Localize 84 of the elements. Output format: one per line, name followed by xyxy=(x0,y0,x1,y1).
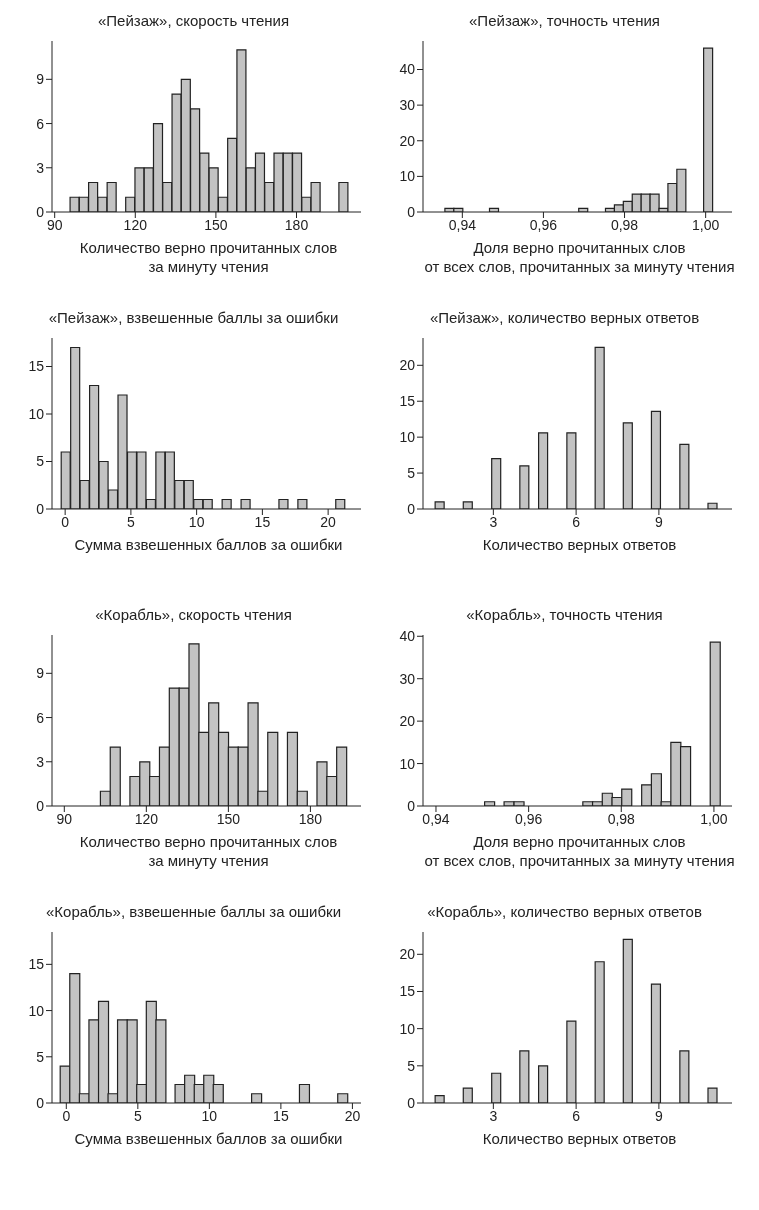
y-tick-label: 5 xyxy=(407,1057,416,1074)
y-tick-label: 40 xyxy=(399,61,416,78)
y-tick-label: 9 xyxy=(36,71,45,88)
x-axis-title: Доля верно прочитанных слов от всех слов, прочитанных за минуту чтения xyxy=(423,238,736,276)
y-tick-label: 15 xyxy=(28,358,45,375)
y-tick-label: 0 xyxy=(36,500,45,517)
y-tick-label: 15 xyxy=(28,956,45,973)
y-tick-label: 30 xyxy=(399,97,416,114)
y-tick-label: 5 xyxy=(36,1048,45,1065)
y-tick-label: 0 xyxy=(407,797,416,814)
x-tick-label: 120 xyxy=(123,216,148,233)
x-tick-label: 0,96 xyxy=(515,810,543,827)
x-axis-title: Количество верных ответов xyxy=(481,1129,678,1148)
x-axis-title: Сумма взвешенных баллов за ошибки xyxy=(73,1129,344,1148)
x-tick-label: 6 xyxy=(572,513,581,530)
y-tick-label: 3 xyxy=(36,753,45,770)
y-tick-label: 3 xyxy=(36,159,45,176)
x-tick-label: 120 xyxy=(134,810,159,827)
y-tick-label: 20 xyxy=(399,946,416,963)
x-axis-title: Количество верно прочитанных слов за минуту чтения xyxy=(78,238,339,276)
y-tick-label: 0 xyxy=(407,1094,416,1111)
x-tick-label: 1,00 xyxy=(700,810,728,827)
y-tick-label: 10 xyxy=(399,429,416,446)
y-tick-label: 20 xyxy=(399,357,416,374)
x-tick-label: 150 xyxy=(216,810,241,827)
x-tick-label: 5 xyxy=(127,513,135,530)
x-tick-label: 0,98 xyxy=(607,810,636,827)
chart-title: «Корабль», количество верных ответов xyxy=(426,903,703,920)
chart-title: «Корабль», скорость чтения xyxy=(94,606,293,623)
x-axis-title: Доля верно прочитанных слов от всех слов, прочитанных за минуту чтения xyxy=(423,832,736,870)
x-tick-label: 1,00 xyxy=(692,216,720,233)
x-axis-title: Количество верных ответов xyxy=(481,535,678,554)
y-tick-label: 10 xyxy=(28,1002,45,1019)
chart-title: «Пейзаж», точность чтения xyxy=(468,12,661,29)
y-tick-label: 0 xyxy=(407,203,416,220)
chart-title: «Корабль», взвешенные баллы за ошибки xyxy=(44,903,342,920)
y-tick-label: 10 xyxy=(399,1020,416,1037)
x-tick-label: 150 xyxy=(204,216,228,233)
y-tick-label: 6 xyxy=(36,115,45,132)
x-tick-label: 180 xyxy=(298,810,323,827)
chart-title: «Пейзаж», взвешенные баллы за ошибки xyxy=(47,309,340,326)
x-tick-label: 0,98 xyxy=(610,216,639,233)
x-tick-label: 15 xyxy=(273,1107,289,1124)
y-tick-label: 0 xyxy=(36,203,45,220)
x-tick-label: 0 xyxy=(61,513,70,530)
y-tick-label: 5 xyxy=(407,465,416,482)
x-tick-label: 20 xyxy=(344,1107,361,1124)
y-tick-label: 10 xyxy=(399,168,416,185)
x-tick-label: 6 xyxy=(572,1107,581,1124)
y-tick-label: 0 xyxy=(36,1094,45,1111)
x-tick-label: 0 xyxy=(62,1107,71,1124)
y-tick-label: 15 xyxy=(399,983,416,1000)
x-tick-label: 3 xyxy=(489,1107,498,1124)
y-tick-label: 9 xyxy=(36,665,45,682)
x-tick-label: 0,96 xyxy=(529,216,558,233)
y-tick-label: 10 xyxy=(399,755,416,772)
x-tick-label: 90 xyxy=(56,810,73,827)
x-tick-label: 0,94 xyxy=(422,810,450,827)
y-tick-label: 20 xyxy=(399,713,416,730)
x-tick-label: 90 xyxy=(46,216,63,233)
chart-title: «Пейзаж», количество верных ответов xyxy=(428,309,701,326)
y-tick-label: 15 xyxy=(399,393,416,410)
x-tick-label: 20 xyxy=(320,513,337,530)
x-tick-label: 180 xyxy=(284,216,309,233)
y-tick-label: 10 xyxy=(28,405,45,422)
x-tick-label: 10 xyxy=(188,513,205,530)
y-tick-label: 0 xyxy=(407,500,416,517)
chart-title: «Пейзаж», скорость чтения xyxy=(97,12,290,29)
x-axis-title: Сумма взвешенных баллов за ошибки xyxy=(73,535,344,554)
x-tick-label: 15 xyxy=(254,513,271,530)
y-tick-label: 30 xyxy=(399,670,416,687)
x-tick-label: 9 xyxy=(654,1107,663,1124)
y-tick-label: 20 xyxy=(399,132,416,149)
x-tick-label: 3 xyxy=(489,513,498,530)
x-tick-label: 5 xyxy=(133,1107,142,1124)
y-tick-label: 5 xyxy=(36,453,45,470)
x-tick-label: 10 xyxy=(201,1107,218,1124)
y-tick-label: 40 xyxy=(399,628,416,645)
y-tick-label: 6 xyxy=(36,709,45,726)
x-tick-label: 9 xyxy=(654,513,663,530)
y-tick-label: 0 xyxy=(36,797,45,814)
x-axis-title: Количество верно прочитанных слов за минуту чтения xyxy=(78,832,339,870)
chart-title: «Корабль», точность чтения xyxy=(465,606,664,623)
x-tick-label: 0,94 xyxy=(448,216,477,233)
